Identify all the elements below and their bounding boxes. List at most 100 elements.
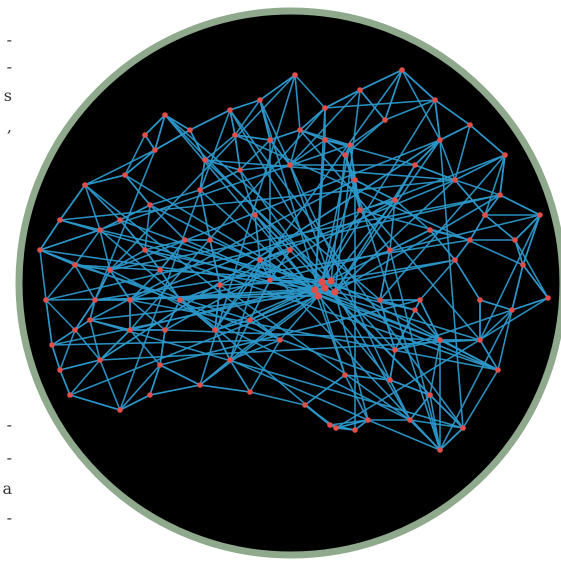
- network-node: [72, 327, 78, 333]
- network-edge: [324, 139, 416, 166]
- margin-fragment-top-2: -: [6, 57, 12, 76]
- network-node: [357, 207, 363, 213]
- network-node: [247, 317, 253, 323]
- network-edge: [149, 384, 201, 396]
- network-edge: [119, 394, 151, 411]
- network-node: [537, 212, 543, 218]
- network-node: [72, 262, 78, 268]
- network-node: [460, 425, 466, 431]
- network-edge: [184, 239, 499, 371]
- network-edge: [124, 174, 151, 206]
- network-edge: [159, 329, 166, 366]
- network-edge: [384, 69, 403, 121]
- network-edge: [314, 289, 481, 341]
- margin-fragment-top-3: s: [3, 86, 12, 105]
- network-edge: [45, 299, 76, 331]
- clipped-margin-text: - - s , - - a -: [0, 0, 20, 565]
- network-edge: [511, 297, 549, 311]
- network-edge: [129, 299, 166, 331]
- network-edge: [229, 259, 261, 361]
- network-node: [57, 217, 63, 223]
- network-node: [452, 177, 458, 183]
- network-node: [107, 267, 113, 273]
- network-edge: [469, 124, 506, 156]
- network-edge: [484, 194, 501, 216]
- network-edge: [511, 264, 524, 311]
- network-edge: [514, 239, 524, 266]
- network-edge: [199, 74, 296, 386]
- network-edge: [89, 319, 464, 429]
- network-edge: [144, 249, 499, 371]
- network-node: [227, 357, 233, 363]
- network-edge: [89, 179, 356, 321]
- network-edge: [164, 114, 336, 293]
- hub-node: [321, 284, 329, 292]
- network-node: [427, 392, 433, 398]
- network-edge: [439, 124, 471, 141]
- network-edge: [164, 199, 396, 331]
- network-edge: [354, 179, 396, 201]
- network-edge: [454, 124, 471, 181]
- network-edge: [59, 329, 76, 371]
- network-edge: [479, 214, 541, 341]
- network-node: [297, 127, 303, 133]
- network-edge: [124, 149, 156, 176]
- network-edge: [144, 134, 156, 151]
- network-edge: [204, 134, 236, 161]
- network-node: [347, 142, 353, 148]
- network-node: [237, 167, 243, 173]
- network-edge: [469, 214, 486, 241]
- network-edge: [384, 99, 436, 121]
- network-node: [67, 392, 73, 398]
- network-edge: [344, 119, 386, 156]
- network-node: [333, 425, 339, 431]
- network-node: [202, 157, 208, 163]
- network-edge: [189, 109, 231, 131]
- network-edge: [439, 139, 456, 181]
- network-edge: [229, 99, 261, 111]
- network-edge: [229, 109, 332, 282]
- network-edge: [434, 99, 441, 141]
- network-node: [252, 212, 258, 218]
- network-edge: [454, 259, 481, 301]
- network-node: [545, 295, 551, 301]
- network-edge: [334, 291, 411, 421]
- network-node: [247, 389, 253, 395]
- network-edge: [454, 239, 471, 261]
- network-node: [207, 237, 213, 243]
- network-node: [197, 382, 203, 388]
- network-edge: [329, 424, 356, 431]
- network-edge: [249, 391, 306, 406]
- network-edge: [321, 281, 381, 301]
- network-edge: [249, 339, 281, 393]
- network-edge: [259, 259, 271, 281]
- network-node: [287, 247, 293, 253]
- network-edge: [289, 139, 326, 166]
- network-edge: [289, 129, 301, 166]
- network-edge: [99, 329, 131, 361]
- network-edge: [69, 295, 319, 396]
- network-edge: [389, 379, 431, 396]
- network-edge: [69, 394, 121, 411]
- network-edge: [321, 179, 356, 283]
- network-edge: [454, 179, 486, 216]
- network-edge: [499, 154, 506, 196]
- network-node: [427, 227, 433, 233]
- network-edge: [179, 289, 316, 301]
- margin-fragment-bottom-1: -: [6, 415, 12, 434]
- network-edge: [74, 229, 101, 266]
- network-node: [147, 202, 153, 208]
- network-edge: [294, 74, 301, 131]
- network-edge: [189, 129, 206, 161]
- network-node: [82, 182, 88, 188]
- network-edge: [39, 249, 391, 381]
- network-node: [509, 307, 515, 313]
- network-edge: [335, 297, 549, 429]
- network-edge: [514, 239, 549, 299]
- network-edge: [462, 369, 499, 429]
- network-edge: [144, 114, 166, 136]
- network-edge: [379, 154, 506, 301]
- network-node: [43, 297, 49, 303]
- network-edge: [499, 194, 541, 216]
